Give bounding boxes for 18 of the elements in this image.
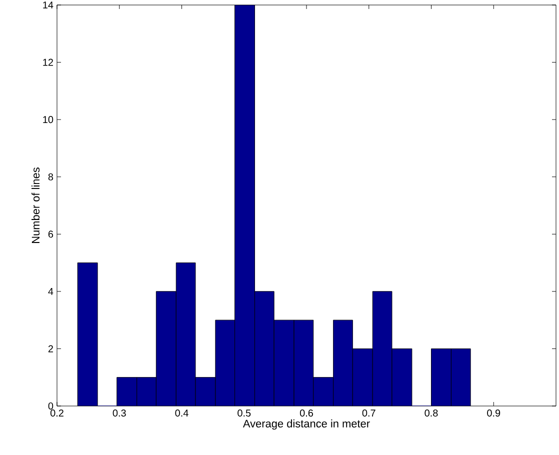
x-axis-title: Average distance in meter	[242, 419, 370, 430]
y-tick-label: 6	[48, 230, 54, 238]
x-tick-label: 0.3	[112, 410, 126, 417]
x-tick-label: 0.8	[424, 410, 438, 417]
y-tick-label: 0	[48, 402, 54, 410]
y-tick-label: 12	[43, 58, 53, 66]
x-tick-label: 0.4	[175, 410, 188, 417]
x-tick-label: 0.5	[238, 410, 251, 417]
y-tick-label: 8	[48, 173, 54, 180]
x-tick-label: 0.6	[300, 410, 313, 417]
y-tick-label: 10	[43, 116, 54, 124]
y-tick-label: 2	[48, 345, 53, 352]
y-axis-title: Number of lines	[32, 168, 40, 243]
x-tick-label: 0.2	[50, 410, 64, 417]
x-tick-label: 0.7	[362, 410, 376, 417]
x-tick-label: 0.9	[487, 410, 500, 417]
y-tick-label: 14	[43, 2, 54, 8]
y-tick-label: 4	[48, 288, 54, 295]
